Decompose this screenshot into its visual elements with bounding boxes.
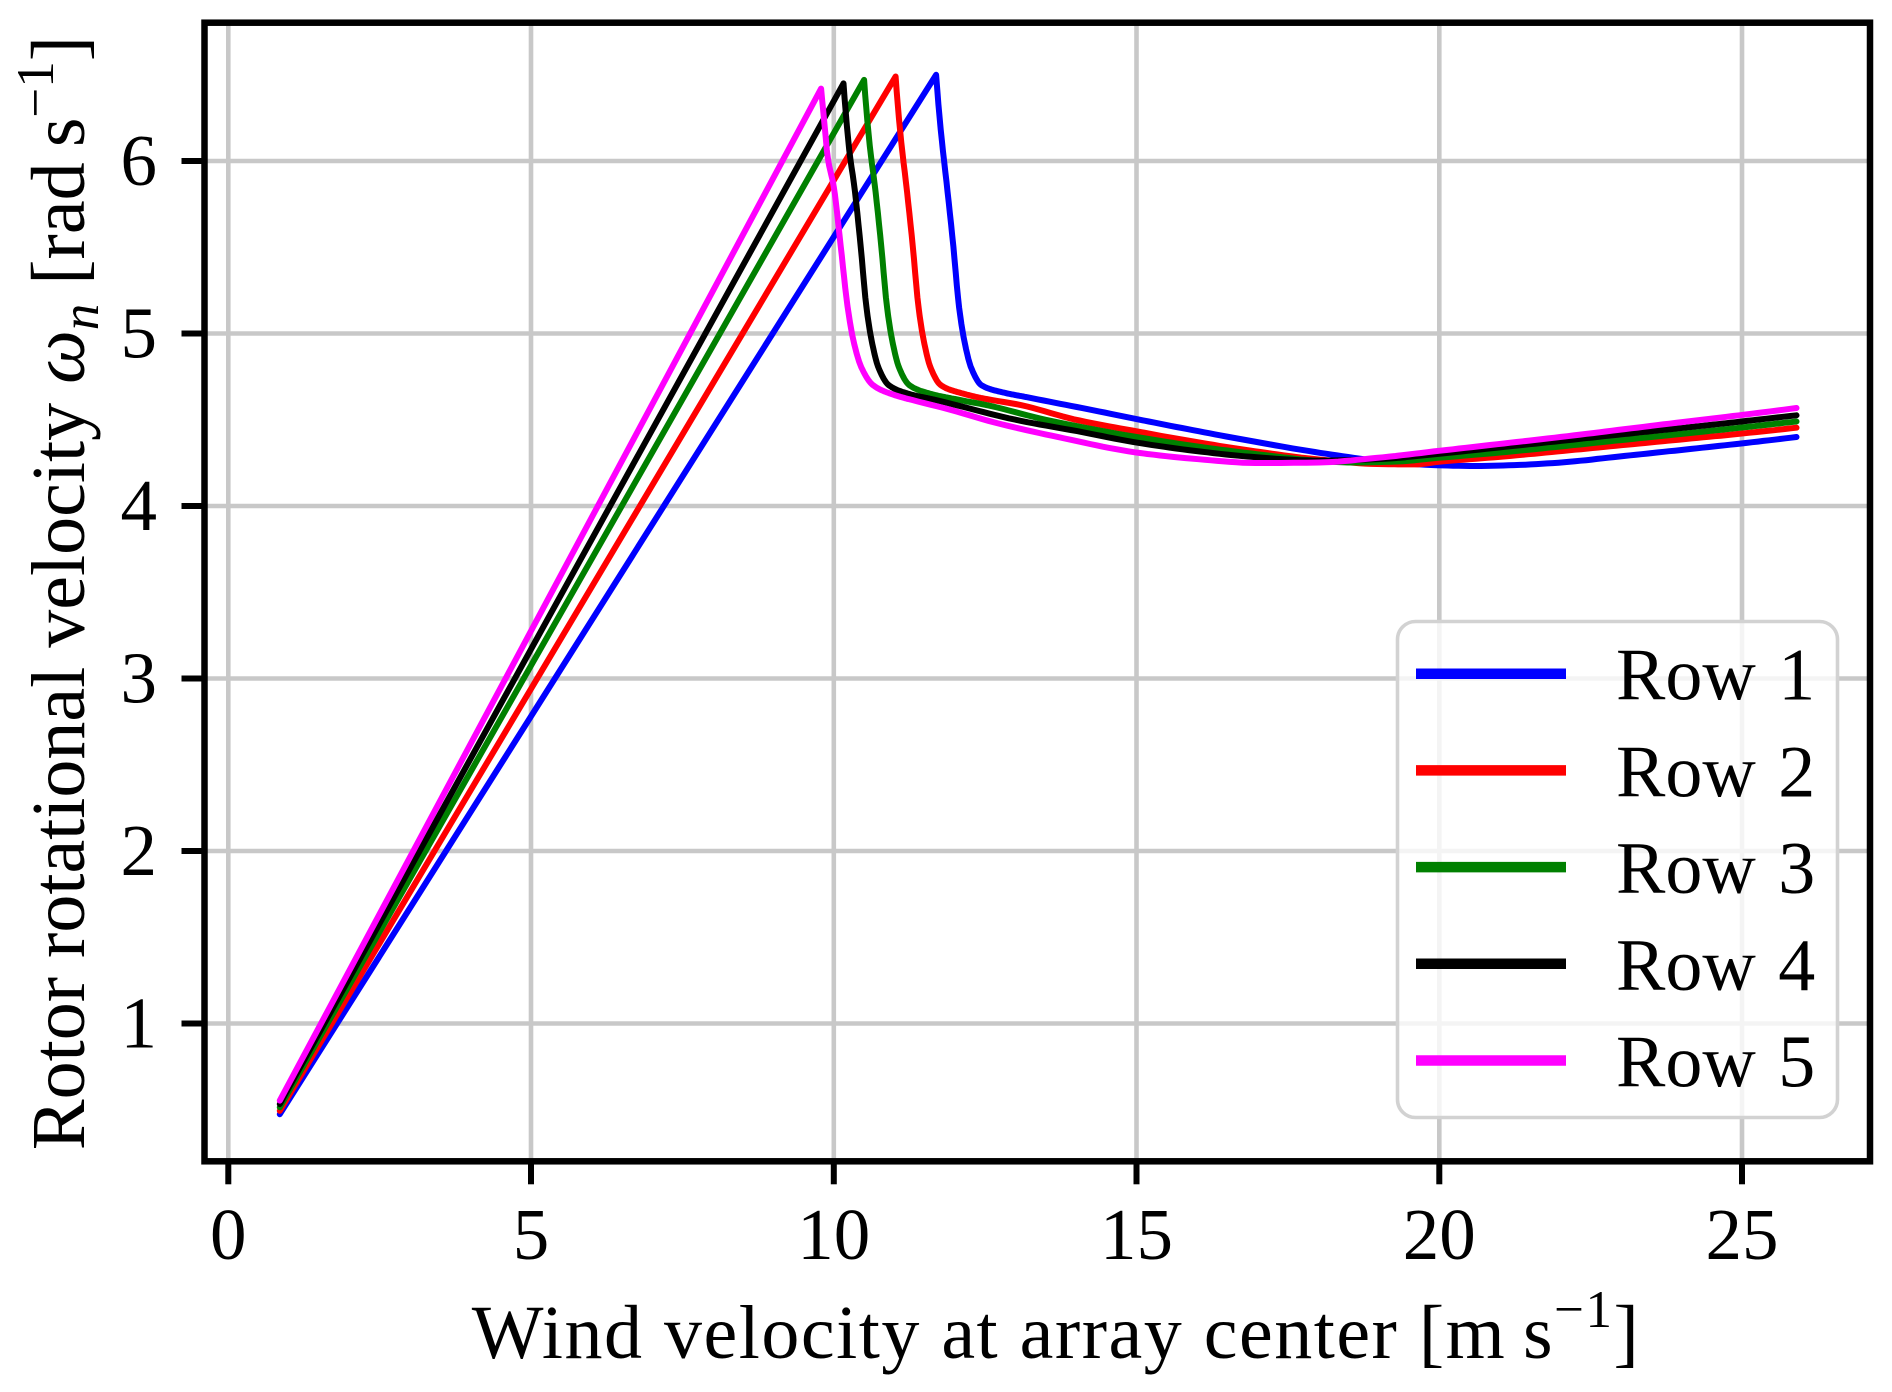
svg-text:1: 1 <box>121 983 158 1064</box>
svg-text:Row 4: Row 4 <box>1616 925 1815 1007</box>
svg-text:0: 0 <box>210 1194 247 1275</box>
svg-text:20: 20 <box>1403 1194 1476 1275</box>
svg-text:Row 5: Row 5 <box>1616 1022 1815 1104</box>
svg-text:Row 3: Row 3 <box>1616 828 1815 910</box>
svg-text:15: 15 <box>1100 1194 1173 1275</box>
svg-text:5: 5 <box>513 1194 550 1275</box>
svg-text:6: 6 <box>121 120 158 201</box>
svg-text:25: 25 <box>1706 1194 1779 1275</box>
svg-text:10: 10 <box>797 1194 870 1275</box>
svg-text:Row 2: Row 2 <box>1616 731 1815 813</box>
svg-text:Wind velocity at array center: Wind velocity at array center [m s−1] <box>472 1281 1641 1375</box>
svg-text:Rotor rotational velocity ωn [: Rotor rotational velocity ωn [rad s−1] <box>7 36 110 1150</box>
svg-text:5: 5 <box>121 293 158 374</box>
svg-text:2: 2 <box>121 810 158 891</box>
svg-text:3: 3 <box>121 638 158 719</box>
svg-text:4: 4 <box>121 465 158 546</box>
svg-text:Row 1: Row 1 <box>1616 635 1815 717</box>
